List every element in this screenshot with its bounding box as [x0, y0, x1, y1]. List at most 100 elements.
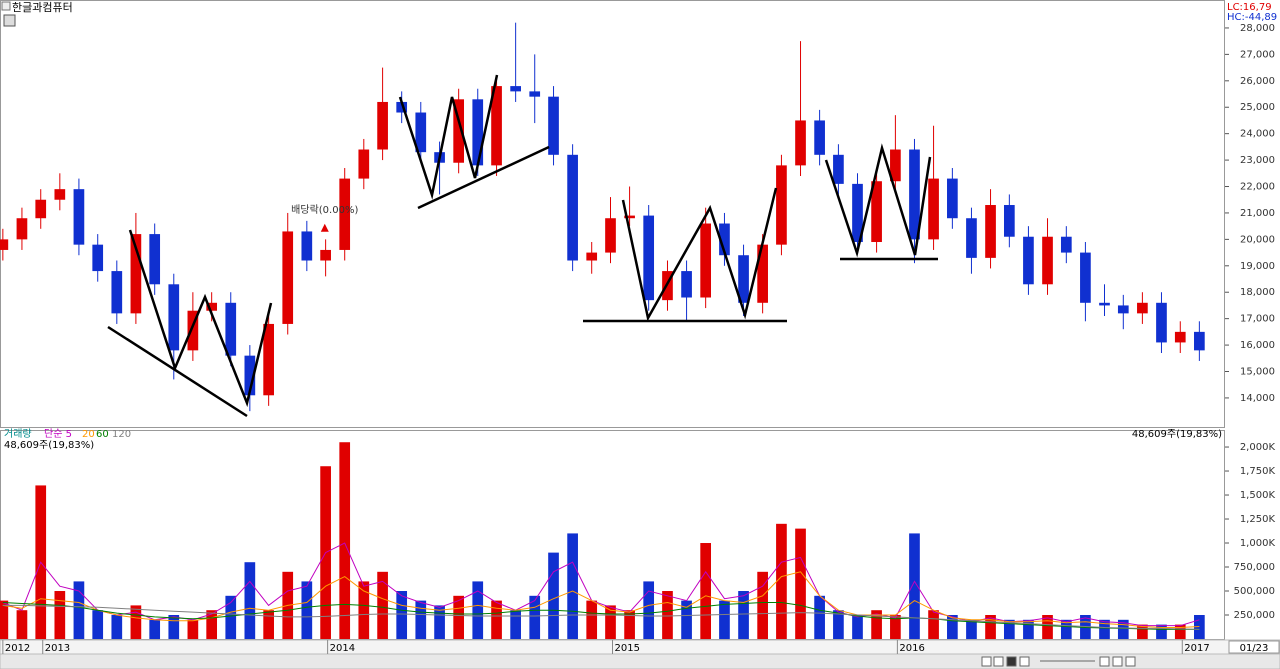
candle-body [1003, 205, 1015, 237]
moving-average-line [2, 542, 1200, 627]
y-tick-label: 28,000 [1240, 23, 1275, 34]
volume-bar [719, 600, 730, 639]
candle-body [130, 234, 142, 314]
x-tick-label: 2012 [5, 643, 30, 654]
moving-average-line [2, 602, 1200, 630]
candle-body [776, 165, 787, 245]
candle-body [719, 223, 730, 256]
volume-bar [244, 562, 256, 639]
volume-bar [510, 610, 521, 639]
toolbar-button[interactable] [1006, 656, 1017, 667]
candle-body [871, 181, 882, 243]
volume-bar [168, 615, 180, 639]
legend-entry: 120 [112, 429, 131, 440]
volume-bar [909, 533, 920, 639]
candle-body [472, 99, 484, 166]
volume-bar [472, 581, 484, 639]
cursor-box [1228, 640, 1280, 654]
legend-entry: 단순 5 [44, 428, 72, 440]
volume-bar [776, 523, 787, 639]
volume-bar [605, 605, 616, 639]
volume-bar [396, 591, 408, 639]
candle-body [92, 244, 104, 272]
volume-bar [415, 600, 427, 639]
toolbar-button[interactable] [1112, 656, 1123, 667]
volume-bar [947, 615, 958, 639]
candle-body [111, 271, 123, 314]
x-tick-label: 2016 [899, 643, 924, 654]
volume-bar [225, 595, 237, 639]
candle-body [339, 178, 351, 250]
trend-line [107, 325, 248, 418]
toolbar-button[interactable] [1099, 656, 1110, 667]
pattern-line [824, 143, 932, 258]
candle-body [206, 302, 218, 311]
candle-body [244, 355, 256, 396]
toolbar [0, 653, 1280, 669]
candle-body [415, 112, 427, 153]
x-tick-label: 2013 [45, 643, 70, 654]
candle-body [149, 234, 161, 285]
volume-bar [149, 619, 161, 639]
candle-body [909, 149, 920, 240]
candle-body [700, 223, 712, 298]
volume-bar [358, 581, 370, 639]
y-tick-label: 20,000 [1240, 234, 1275, 245]
grid-icon[interactable] [3, 14, 16, 27]
volume-last-label: 48,609주(19,83%) [1132, 429, 1222, 440]
y-tick-label: 1,250K [1240, 514, 1276, 525]
volume-bar [700, 543, 712, 639]
volume-bar [187, 619, 199, 639]
candle-body [529, 91, 541, 97]
toolbar-button[interactable] [981, 656, 992, 667]
y-tick-label: 22,000 [1240, 182, 1275, 193]
volume-bar [586, 600, 598, 639]
candle-body [1194, 331, 1205, 351]
candle-body [548, 96, 559, 155]
moving-average-line [2, 604, 1200, 630]
candle-body [947, 178, 958, 219]
menu-icon[interactable] [1, 1, 11, 11]
volume-bar [434, 605, 445, 639]
volume-bar [1023, 619, 1034, 639]
volume-bar [1156, 624, 1167, 639]
candle-body [586, 252, 598, 261]
toolbar-button[interactable] [1019, 656, 1030, 667]
candle-body [985, 205, 996, 258]
candle-body [54, 189, 66, 200]
candle-body [643, 215, 655, 301]
y-tick-label: 500,000 [1234, 586, 1275, 597]
candle-body [282, 231, 294, 324]
toolbar-button[interactable] [1125, 656, 1136, 667]
candle-body [852, 183, 863, 243]
candle-body [35, 199, 47, 219]
volume-bar [548, 552, 559, 639]
candle-body [624, 215, 635, 219]
y-tick-label: 16,000 [1240, 340, 1275, 351]
candle-body [187, 310, 199, 351]
x-tick-label: 2014 [330, 643, 355, 654]
y-tick-label: 26,000 [1240, 76, 1275, 87]
y-tick-label: 23,000 [1240, 155, 1275, 166]
volume-bar [890, 615, 901, 639]
candle-body [1023, 236, 1034, 285]
y-tick-label: 1,500K [1240, 490, 1276, 501]
toolbar-button[interactable] [993, 656, 1004, 667]
volume-bar [1042, 615, 1053, 639]
annotation-marker [320, 223, 329, 232]
volume-bar [738, 591, 749, 639]
volume-bar [130, 605, 142, 639]
y-tick-label: 750,000 [1234, 562, 1275, 573]
candle-body [1060, 236, 1072, 253]
candle-body [738, 255, 749, 303]
candle-body [833, 154, 844, 184]
y-tick-label: 24,000 [1240, 129, 1275, 140]
candle-body [453, 99, 465, 163]
legend-entry: 20 [82, 429, 95, 440]
volume-bar [833, 610, 844, 639]
candle-body [225, 302, 237, 356]
volume-bar [1117, 619, 1129, 639]
volume-bar [263, 610, 274, 639]
candle-body [358, 149, 370, 179]
